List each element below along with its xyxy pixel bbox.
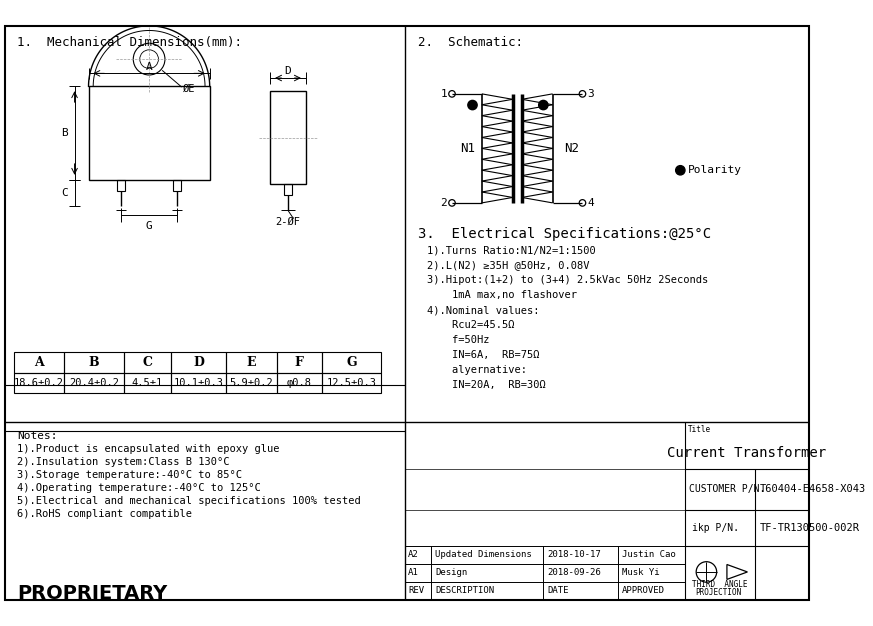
Bar — [65, 372, 124, 393]
Text: A: A — [146, 62, 153, 72]
Text: C: C — [142, 356, 152, 369]
Text: Updated Dimensions: Updated Dimensions — [436, 550, 532, 560]
Text: 2).Insulation system:Class B 130°C: 2).Insulation system:Class B 130°C — [17, 457, 230, 467]
Text: 3).Hipot:(1+2) to (3+4) 2.5kVac 50Hz 2Seconds: 3).Hipot:(1+2) to (3+4) 2.5kVac 50Hz 2Se… — [427, 275, 708, 285]
Text: 4).Operating temperature:-40°C to 125°C: 4).Operating temperature:-40°C to 125°C — [17, 483, 260, 493]
Text: 1).Product is encapsulated with epoxy glue: 1).Product is encapsulated with epoxy gl… — [17, 444, 279, 454]
Text: φ0.8: φ0.8 — [286, 377, 312, 387]
Text: Design: Design — [436, 568, 467, 577]
Text: ikp P/N.: ikp P/N. — [692, 523, 739, 533]
Text: B: B — [89, 356, 100, 369]
Text: Justin Cao: Justin Cao — [622, 550, 676, 560]
Text: 5.9±0.2: 5.9±0.2 — [230, 377, 273, 387]
Text: B: B — [61, 128, 68, 138]
Text: D: D — [193, 356, 204, 369]
Text: DESCRIPTION: DESCRIPTION — [436, 587, 494, 595]
Text: 2018-10-17: 2018-10-17 — [547, 550, 601, 560]
Text: alyernative:: alyernative: — [427, 365, 526, 375]
Text: APPROVED: APPROVED — [622, 587, 664, 595]
Text: F: F — [295, 356, 304, 369]
Bar — [170, 352, 226, 372]
Text: ØE: ØE — [182, 84, 196, 94]
Text: 3.  Electrical Specifications:@25°C: 3. Electrical Specifications:@25°C — [417, 227, 711, 240]
Bar — [226, 372, 277, 393]
Text: PROPRIETARY: PROPRIETARY — [17, 584, 167, 603]
Text: 6).RoHS compliant compatible: 6).RoHS compliant compatible — [17, 509, 192, 519]
Text: G: G — [146, 221, 153, 231]
Bar — [321, 372, 382, 393]
Text: Title: Title — [688, 425, 711, 434]
Text: THIRD  ANGLE: THIRD ANGLE — [692, 580, 748, 590]
Bar — [88, 86, 210, 180]
Text: N1: N1 — [460, 142, 475, 155]
Text: Musk Yi: Musk Yi — [622, 568, 659, 577]
Bar — [226, 352, 277, 372]
Bar — [277, 372, 321, 393]
Text: CUSTOMER P/N.: CUSTOMER P/N. — [689, 484, 765, 494]
Text: f=50Hz: f=50Hz — [427, 335, 490, 345]
Bar — [124, 372, 170, 393]
Text: 2-ØF: 2-ØF — [275, 217, 300, 227]
Text: 1.  Mechanical Dimensions(mm):: 1. Mechanical Dimensions(mm): — [17, 36, 242, 49]
Bar — [174, 180, 181, 191]
Text: A2: A2 — [409, 550, 419, 560]
Text: Notes:: Notes: — [17, 431, 58, 441]
Text: N2: N2 — [564, 142, 579, 155]
Text: G: G — [346, 356, 357, 369]
Text: 1: 1 — [441, 89, 447, 99]
Circle shape — [468, 100, 478, 110]
Circle shape — [539, 100, 548, 110]
Circle shape — [676, 166, 685, 175]
Text: REV: REV — [409, 587, 424, 595]
Bar — [124, 352, 170, 372]
Bar — [271, 91, 306, 184]
Bar — [321, 352, 382, 372]
Text: PROJECTION: PROJECTION — [695, 588, 741, 597]
Text: Polarity: Polarity — [688, 165, 742, 175]
Text: T60404-E4658-X043: T60404-E4658-X043 — [760, 484, 866, 494]
Text: 18.6±0.2: 18.6±0.2 — [14, 377, 64, 387]
Text: D: D — [285, 66, 292, 76]
Text: A1: A1 — [409, 568, 419, 577]
Bar — [170, 372, 226, 393]
Bar — [14, 372, 65, 393]
Text: 2).L(N2) ≥35H @50Hz, 0.08V: 2).L(N2) ≥35H @50Hz, 0.08V — [427, 260, 589, 270]
Bar — [118, 180, 125, 191]
Text: C: C — [61, 188, 68, 198]
Text: 4.5±1: 4.5±1 — [132, 377, 163, 387]
Text: 1).Turns Ratio:N1/N2=1:1500: 1).Turns Ratio:N1/N2=1:1500 — [427, 245, 595, 255]
Text: Rcu2=45.5Ω: Rcu2=45.5Ω — [427, 320, 514, 330]
Text: 2: 2 — [441, 198, 447, 208]
Text: IN=20A,  RB=30Ω: IN=20A, RB=30Ω — [427, 379, 546, 389]
Text: 4).Nominal values:: 4).Nominal values: — [427, 305, 540, 315]
Text: 20.4±0.2: 20.4±0.2 — [69, 377, 119, 387]
Text: 10.1±0.3: 10.1±0.3 — [174, 377, 223, 387]
Text: E: E — [247, 356, 257, 369]
Text: 2.  Schematic:: 2. Schematic: — [417, 36, 523, 49]
Text: 12.5±0.3: 12.5±0.3 — [327, 377, 376, 387]
Text: IN=6A,  RB=75Ω: IN=6A, RB=75Ω — [427, 350, 540, 360]
Text: 3).Storage temperature:-40°C to 85°C: 3).Storage temperature:-40°C to 85°C — [17, 470, 242, 480]
Bar — [65, 352, 124, 372]
Bar — [277, 352, 321, 372]
Text: 1mA max,no flashover: 1mA max,no flashover — [427, 290, 577, 300]
Text: Current Transformer: Current Transformer — [667, 446, 827, 459]
Text: TF-TR130500-002R: TF-TR130500-002R — [760, 523, 860, 533]
Text: 4: 4 — [588, 198, 594, 208]
Text: 3: 3 — [588, 89, 594, 99]
Text: A: A — [34, 356, 44, 369]
Text: 5).Electrical and mechanical specifications 100% tested: 5).Electrical and mechanical specificati… — [17, 496, 361, 506]
Text: DATE: DATE — [547, 587, 568, 595]
Bar — [14, 352, 65, 372]
Bar — [285, 184, 292, 195]
Text: 2018-09-26: 2018-09-26 — [547, 568, 601, 577]
